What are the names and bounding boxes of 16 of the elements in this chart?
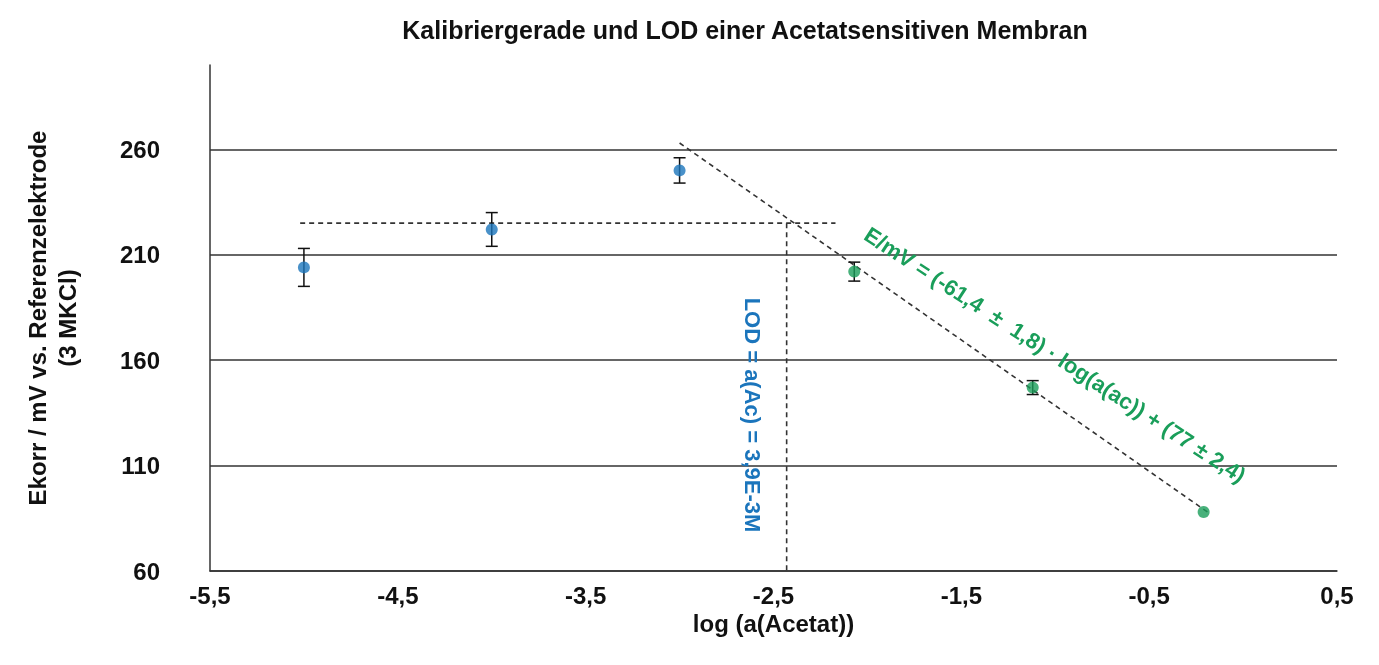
- annotation: LOD = a(Ac) = 3,9E-3M: [739, 297, 765, 533]
- y-tick-label: 110: [121, 452, 160, 480]
- chart-title: Kalibriergerade und LOD einer Acetatsensitiven Membran: [402, 15, 1088, 44]
- y-tick-label: 210: [119, 241, 160, 269]
- x-tick-label: -0,5: [1128, 581, 1170, 609]
- y-tick-label: 60: [133, 557, 160, 585]
- x-tick-label: -5,5: [189, 581, 231, 609]
- x-tick-label: 0,5: [1320, 581, 1354, 609]
- x-tick-label: -3,5: [564, 581, 607, 609]
- y-axis-title: Ekorr / mV vs. Referenzelektrode (3 MKCl): [23, 130, 81, 506]
- x-tick-label: -2,5: [752, 581, 795, 609]
- y-tick-label: 160: [119, 346, 160, 374]
- y-tick-label: 260: [119, 135, 160, 163]
- x-tick-label: -4,5: [377, 581, 419, 609]
- x-tick-label: -1,5: [940, 581, 983, 609]
- x-axis-title: log (a(Acetat)): [692, 610, 855, 638]
